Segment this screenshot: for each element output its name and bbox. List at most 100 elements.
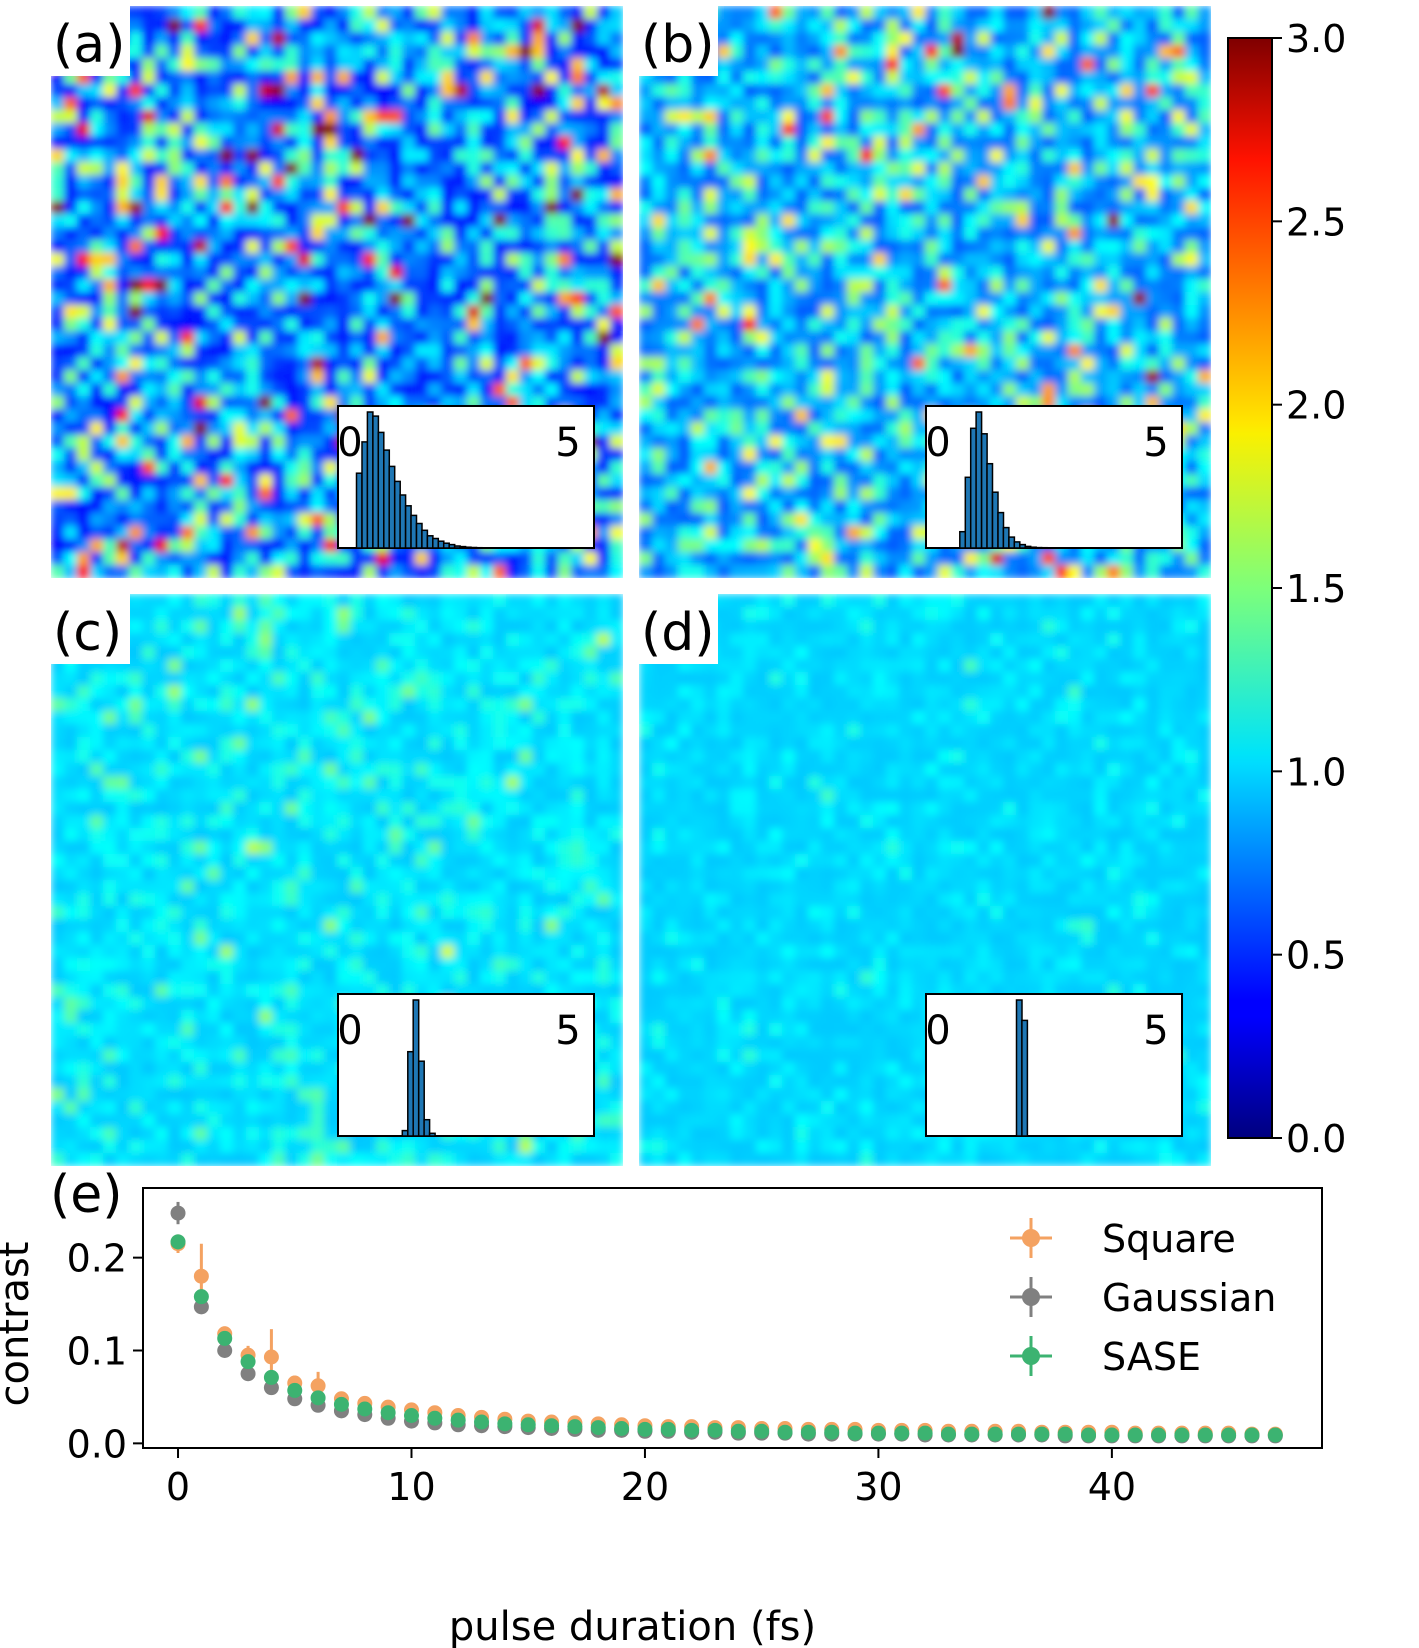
data-point xyxy=(240,1354,256,1370)
x-axis-label: pulse duration (fs) xyxy=(449,1604,816,1648)
inset-tick-label: 5 xyxy=(1143,420,1168,466)
data-point xyxy=(170,1205,186,1221)
inset-tick-label: 0 xyxy=(925,420,950,466)
data-point xyxy=(403,1408,419,1423)
legend-label: SASE xyxy=(1102,1335,1201,1379)
data-point xyxy=(777,1424,793,1440)
histogram-bar xyxy=(1021,1019,1029,1137)
legend: Square Gaussian SASE xyxy=(1010,1217,1276,1379)
data-point xyxy=(917,1425,933,1441)
colorbar-tick-label: 2.5 xyxy=(1286,200,1346,244)
inset-tick-label: 5 xyxy=(555,1008,580,1054)
y-tick-label: 0.1 xyxy=(67,1330,127,1374)
data-point xyxy=(590,1420,606,1436)
data-point xyxy=(567,1419,583,1435)
colorbar-tick-label: 3.0 xyxy=(1286,17,1346,61)
data-point xyxy=(824,1424,840,1440)
data-point xyxy=(450,1412,466,1428)
x-tick-label: 0 xyxy=(166,1465,190,1509)
data-point xyxy=(1197,1427,1213,1443)
data-point xyxy=(1034,1426,1050,1442)
speckle-image xyxy=(639,6,1211,578)
histogram-bar xyxy=(366,411,374,549)
x-tick-label: 10 xyxy=(387,1465,435,1509)
data-point xyxy=(964,1426,980,1442)
data-point xyxy=(474,1414,490,1430)
histogram-bar xyxy=(417,1060,425,1137)
colorbar-tick-label: 0.0 xyxy=(1286,1117,1346,1161)
data-point xyxy=(357,1401,373,1417)
data-point xyxy=(310,1390,326,1406)
panel-label-background xyxy=(638,0,718,76)
histogram-bar xyxy=(399,494,407,549)
panel-label-background xyxy=(50,0,130,76)
inset-tick-label: 5 xyxy=(555,420,580,466)
histogram-bar xyxy=(464,546,472,549)
panel-label: (c) xyxy=(53,603,122,663)
contrast-plot: (e) 0 10 20 30 40 0.0 0.1 0.2 pulse duration (fs)… xyxy=(0,1165,1323,1648)
speckle-panel-a: (a)0 5 xyxy=(50,0,623,578)
legend-label: Square xyxy=(1102,1217,1236,1261)
data-point xyxy=(987,1426,1003,1442)
data-point xyxy=(520,1417,536,1433)
data-point xyxy=(1221,1427,1237,1443)
data-point xyxy=(497,1416,513,1432)
data-point xyxy=(707,1422,723,1438)
x-tick-label: 40 xyxy=(1088,1465,1136,1509)
histogram-bar xyxy=(975,411,983,549)
y-tick-label: 0.0 xyxy=(67,1422,127,1466)
histogram-bar xyxy=(986,462,994,549)
y-axis-label: contrast xyxy=(0,1242,38,1407)
data-point xyxy=(380,1405,396,1421)
data-point xyxy=(1057,1426,1073,1442)
panel-label: (a) xyxy=(53,15,125,75)
data-point xyxy=(193,1289,209,1305)
inset-tick-label: 0 xyxy=(337,1008,362,1054)
colorbar-tick-label: 1.5 xyxy=(1286,567,1346,611)
histogram-bar xyxy=(388,465,396,549)
panel-label: (d) xyxy=(641,603,715,663)
inset-tick-label: 0 xyxy=(337,420,362,466)
data-point xyxy=(263,1349,279,1365)
speckle-panel-d: (d)0 5 xyxy=(638,588,1211,1166)
data-point xyxy=(1244,1427,1260,1443)
data-point xyxy=(263,1369,279,1385)
data-point xyxy=(1267,1427,1283,1443)
data-point xyxy=(660,1421,676,1437)
data-point xyxy=(870,1425,886,1441)
inset-tick-label: 0 xyxy=(925,1008,950,1054)
colorbar-tick-label: 0.5 xyxy=(1286,934,1346,978)
histogram-bar xyxy=(377,431,385,549)
panel-label: (e) xyxy=(50,1165,123,1225)
histogram-bar xyxy=(428,1132,436,1137)
panel-label: (b) xyxy=(641,15,715,75)
data-point xyxy=(310,1378,326,1394)
colorbar-gradient xyxy=(1227,37,1273,1139)
data-point xyxy=(940,1426,956,1442)
data-point xyxy=(684,1422,700,1438)
data-point xyxy=(287,1382,303,1398)
colorbar: 0.0 0.5 1.0 1.5 2.0 2.5 3.0 xyxy=(1227,17,1346,1161)
panel-label-background xyxy=(50,588,130,664)
colorbar-tick-label: 2.0 xyxy=(1286,384,1346,428)
data-point xyxy=(1081,1427,1097,1443)
data-point xyxy=(427,1410,443,1426)
data-point xyxy=(1174,1427,1190,1443)
inset-tick-label: 5 xyxy=(1143,1008,1168,1054)
data-point xyxy=(217,1343,233,1358)
data-point xyxy=(333,1396,349,1412)
histogram-bar xyxy=(442,542,450,549)
histogram-bar xyxy=(412,999,420,1137)
histogram-bar xyxy=(453,545,461,549)
histogram-bar xyxy=(423,1118,431,1137)
data-point xyxy=(754,1423,770,1439)
histogram-bar xyxy=(1013,541,1021,549)
series-sase xyxy=(170,1234,1283,1443)
histogram-bar xyxy=(410,514,418,549)
histogram-bar xyxy=(991,491,999,549)
data-point xyxy=(193,1268,209,1284)
histogram-bar xyxy=(401,1129,409,1137)
